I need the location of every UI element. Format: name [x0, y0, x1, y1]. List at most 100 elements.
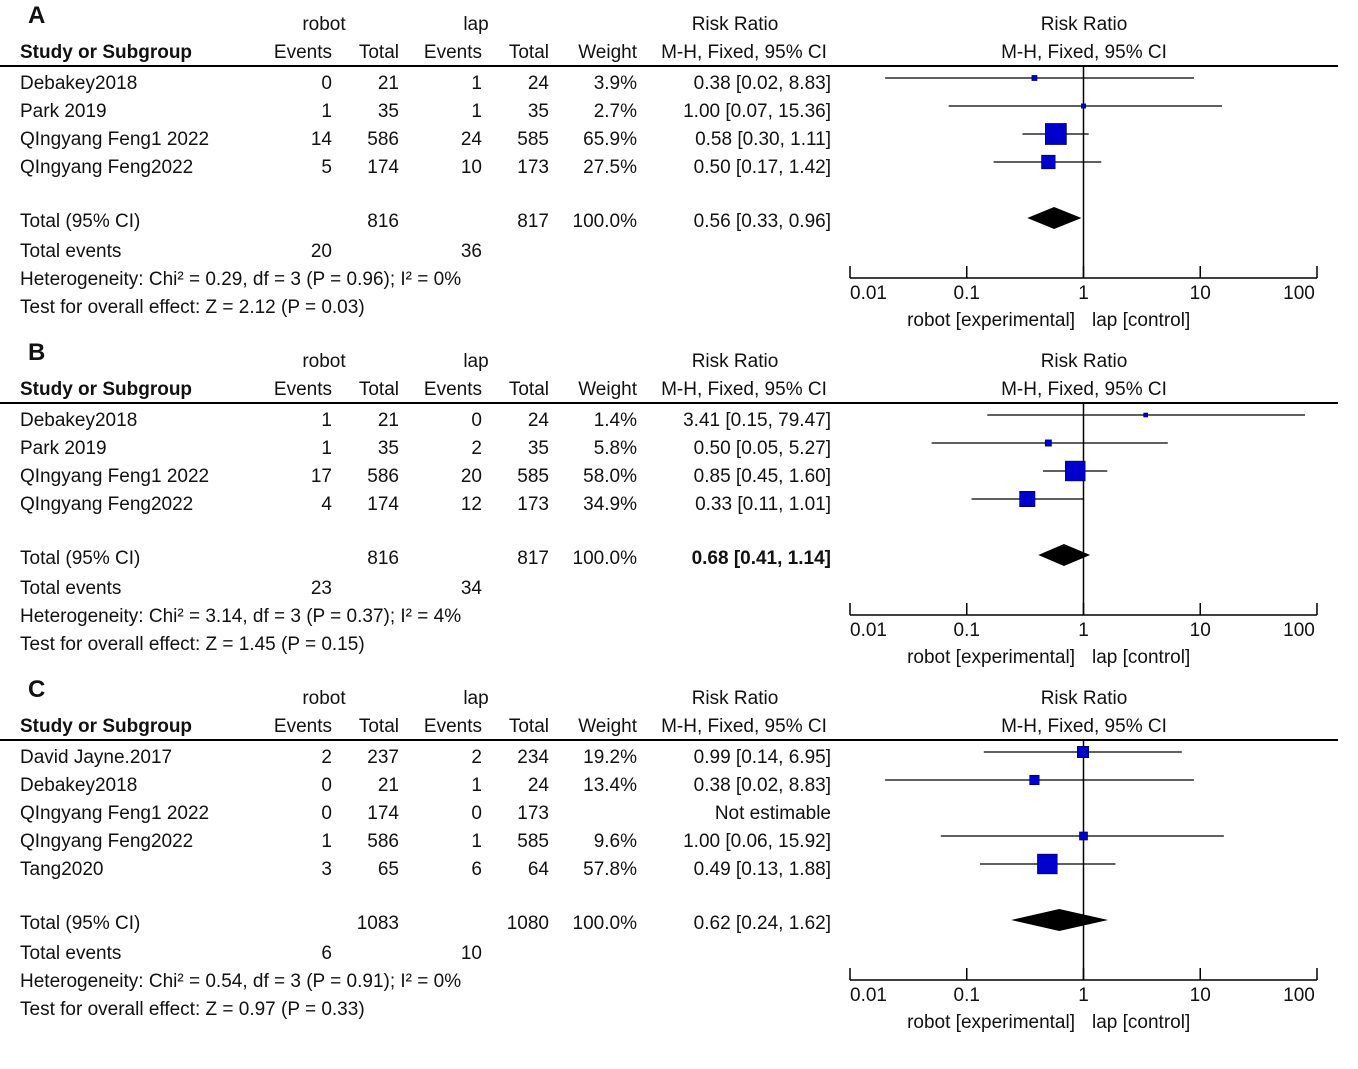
group1-header: robot	[302, 688, 346, 709]
total-n2: 817	[517, 211, 549, 232]
favours-left-label: robot [experimental]	[907, 310, 1075, 331]
x-tick-label: 10	[1190, 283, 1211, 304]
total-n1: 816	[367, 211, 399, 232]
study-name: QIngyang Feng1 2022	[20, 129, 210, 150]
rr-title: Risk Ratio	[691, 14, 779, 35]
study-name: Debakey2018	[20, 410, 138, 431]
total-events1: 6	[321, 943, 332, 964]
x-tick-label: 0.01	[850, 985, 887, 1006]
header-rule	[0, 65, 1338, 67]
study-name: Debakey2018	[20, 73, 138, 94]
rr-method-header: M-H, Fixed, 95% CI	[661, 42, 827, 63]
study-ci: 0.38 [0.02, 8.83]	[693, 775, 831, 796]
study-events2: 10	[460, 157, 482, 178]
study-ci: 0.33 [0.11, 1.01]	[695, 494, 831, 515]
effect-square	[1143, 412, 1148, 418]
x-tick-label: 1	[1078, 283, 1089, 304]
total-ci: 0.56 [0.33, 0.96]	[693, 211, 831, 232]
study-events1: 1	[321, 410, 332, 431]
events1-col-header: Events	[273, 716, 332, 737]
total1-col-header: Total	[358, 716, 399, 737]
events1-col-header: Events	[273, 379, 332, 400]
study-events2: 1	[471, 73, 482, 94]
study-total2: 585	[517, 831, 549, 852]
study-col-header: Study or Subgroup	[20, 379, 193, 400]
study-ci: 0.49 [0.13, 1.88]	[693, 859, 831, 880]
total2-col-header: Total	[508, 42, 549, 63]
study-col-header: Study or Subgroup	[20, 716, 193, 737]
study-ci: 1.00 [0.06, 15.92]	[683, 831, 831, 852]
study-events1: 0	[321, 775, 332, 796]
overall-effect-text: Test for overall effect: Z = 2.12 (P = 0…	[20, 297, 365, 318]
study-weight: 1.4%	[593, 410, 637, 431]
rr-method-header: M-H, Fixed, 95% CI	[661, 379, 827, 400]
study-col-header: Study or Subgroup	[20, 42, 193, 63]
study-total1: 174	[367, 803, 399, 824]
total-label: Total (95% CI)	[20, 913, 141, 934]
study-total2: 35	[527, 101, 549, 122]
study-name: Debakey2018	[20, 775, 138, 796]
plot-method-header: M-H, Fixed, 95% CI	[1001, 42, 1167, 63]
x-tick-label: 100	[1283, 283, 1315, 304]
study-events2: 0	[471, 410, 482, 431]
rr-method-header: M-H, Fixed, 95% CI	[661, 716, 827, 737]
study-ci: 3.41 [0.15, 79.47]	[683, 410, 831, 431]
total-events-label: Total events	[20, 241, 122, 262]
study-events1: 1	[321, 101, 332, 122]
study-total2: 35	[527, 438, 549, 459]
total-events-label: Total events	[20, 578, 122, 599]
study-weight: 3.9%	[593, 73, 637, 94]
study-total2: 24	[527, 73, 549, 94]
x-tick-label: 100	[1283, 985, 1315, 1006]
forest-plot-area: 0.01 0.1 1 10 100 robot [experimental] lap [co…	[849, 67, 1318, 331]
study-total1: 586	[367, 129, 399, 150]
study-events1: 17	[310, 466, 332, 487]
events2-col-header: Events	[423, 716, 482, 737]
x-tick-label: 0.1	[954, 620, 980, 641]
overall-effect-text: Test for overall effect: Z = 1.45 (P = 0…	[20, 634, 365, 655]
total-weight: 100.0%	[572, 548, 637, 569]
total-n2: 1080	[506, 913, 549, 934]
study-ci: 0.58 [0.30, 1.11]	[695, 129, 831, 150]
total-ci: 0.62 [0.24, 1.62]	[693, 913, 831, 934]
study-weight: 65.9%	[583, 129, 637, 150]
effect-square	[1041, 154, 1056, 170]
events2-col-header: Events	[423, 42, 482, 63]
study-events2: 1	[471, 101, 482, 122]
x-tick-label: 0.01	[850, 283, 887, 304]
effect-square	[1019, 491, 1036, 507]
study-name: QIngyang Feng2022	[20, 494, 194, 515]
events1-col-header: Events	[273, 42, 332, 63]
heterogeneity-text: Heterogeneity: Chi² = 0.29, df = 3 (P = …	[20, 269, 462, 290]
study-weight: 58.0%	[583, 466, 637, 487]
study-total2: 173	[517, 494, 549, 515]
study-name: QIngyang Feng1 2022	[20, 803, 210, 824]
x-tick-label: 0.01	[850, 620, 887, 641]
rr-title: Risk Ratio	[691, 351, 779, 372]
study-name: Park 2019	[20, 438, 107, 459]
weight-col-header: Weight	[578, 379, 637, 400]
study-weight: 9.6%	[593, 831, 637, 852]
favours-left-label: robot [experimental]	[907, 1012, 1075, 1033]
study-total1: 586	[367, 466, 399, 487]
study-events2: 0	[471, 803, 482, 824]
study-name: Park 2019	[20, 101, 107, 122]
plot-title: Risk Ratio	[1040, 351, 1128, 372]
study-weight: 2.7%	[593, 101, 637, 122]
study-total1: 174	[367, 157, 399, 178]
favours-right-label: lap [control]	[1092, 1012, 1190, 1033]
x-tick-label: 0.1	[954, 283, 980, 304]
header-rule	[0, 739, 1338, 741]
study-total1: 65	[377, 859, 399, 880]
study-total1: 21	[377, 73, 399, 94]
effect-square	[1079, 831, 1088, 841]
group2-header: lap	[463, 688, 489, 709]
rr-title: Risk Ratio	[691, 688, 779, 709]
x-tick-label: 0.1	[954, 985, 980, 1006]
forest-plot-area: 0.01 0.1 1 10 100 robot [experimental] lap [co…	[849, 741, 1318, 1033]
total-events-label: Total events	[20, 943, 122, 964]
total-weight: 100.0%	[572, 211, 637, 232]
study-ci: 1.00 [0.07, 15.36]	[683, 101, 831, 122]
